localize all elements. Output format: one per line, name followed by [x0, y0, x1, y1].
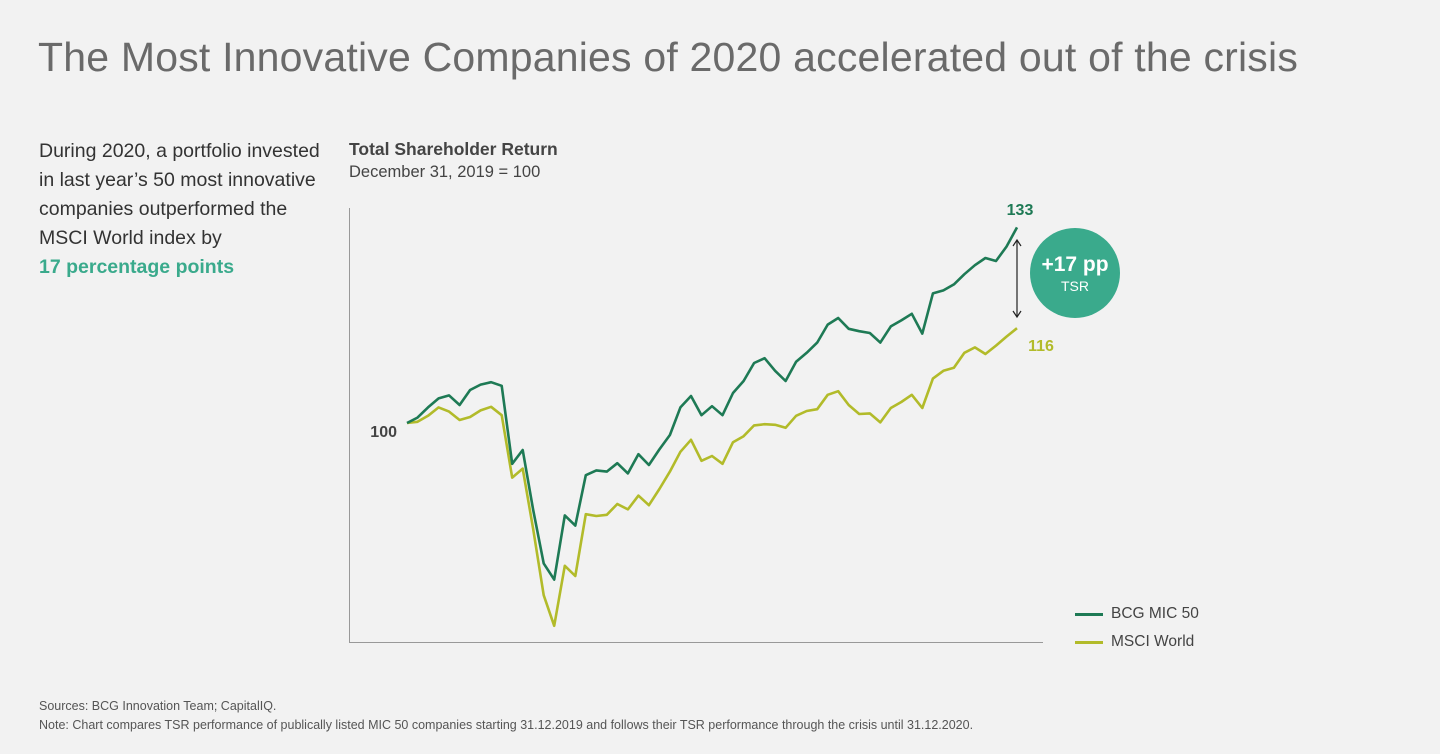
summary-text: During 2020, a portfolio invested in las…: [39, 137, 329, 282]
legend-swatch-msci: [1075, 640, 1103, 644]
legend-label-bcg: BCG MIC 50: [1111, 605, 1199, 622]
legend-label-msci: MSCI World: [1111, 633, 1195, 650]
chart-subtitle: December 31, 2019 = 100: [349, 163, 541, 181]
legend-swatch-bcg: [1075, 612, 1103, 616]
chart-title: Total Shareholder Return: [349, 139, 558, 159]
series-line-msci-world: [406, 327, 1018, 628]
footer-notes: Sources: BCG Innovation Team; CapitalIQ.…: [39, 697, 973, 735]
footer-note: Note: Chart compares TSR performance of …: [39, 718, 974, 732]
page-title: The Most Innovative Companies of 2020 ac…: [38, 34, 1299, 80]
gap-arrow: [1012, 238, 1022, 319]
summary-highlight: 17 percentage points: [39, 256, 235, 278]
start-value-label: 100: [370, 424, 397, 441]
summary-body: During 2020, a portfolio invested in las…: [39, 140, 320, 249]
legend-item-bcg: BCG MIC 50: [1075, 600, 1199, 628]
chart-legend: BCG MIC 50 MSCI World: [1075, 600, 1199, 656]
badge-value: +17 pp: [1041, 253, 1109, 276]
badge-label: TSR: [1061, 278, 1089, 294]
series-line-bcg-mic-50: [406, 226, 1019, 581]
legend-item-msci: MSCI World: [1075, 628, 1199, 656]
footer-sources: Sources: BCG Innovation Team; CapitalIQ.: [39, 699, 277, 713]
end-value-label-msci: 116: [1028, 338, 1054, 355]
tsr-gap-badge: +17 pp TSR: [1030, 228, 1120, 318]
end-value-label-bcg: 133: [1007, 202, 1034, 219]
